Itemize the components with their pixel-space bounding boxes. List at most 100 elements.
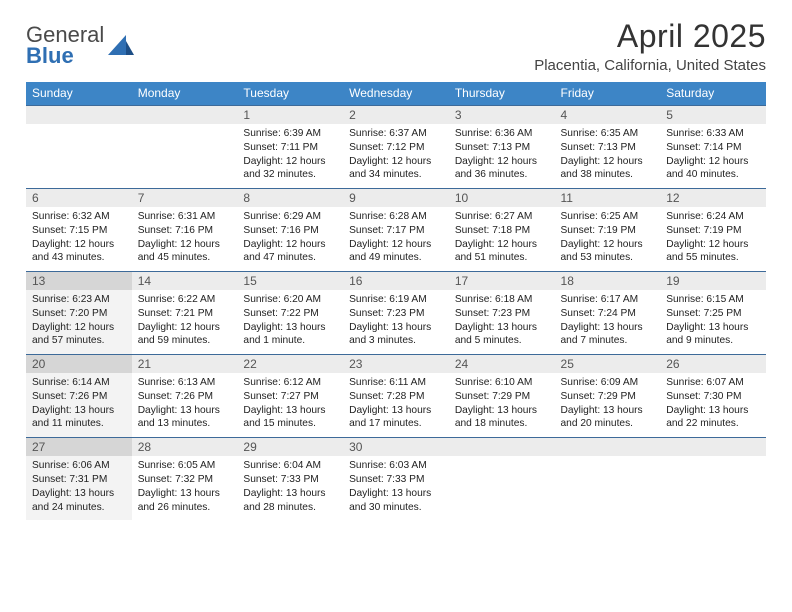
weekday-header: Sunday xyxy=(26,82,132,106)
calendar-week-row: 20Sunrise: 6:14 AMSunset: 7:26 PMDayligh… xyxy=(26,355,766,438)
day-info: Sunrise: 6:35 AMSunset: 7:13 PMDaylight:… xyxy=(555,124,661,188)
daylight-text: Daylight: 13 hours and 7 minutes. xyxy=(561,321,655,349)
weekday-header-row: Sunday Monday Tuesday Wednesday Thursday… xyxy=(26,82,766,106)
daylight-text: Daylight: 13 hours and 30 minutes. xyxy=(349,487,443,515)
day-number: 2 xyxy=(343,106,449,124)
day-number: 4 xyxy=(555,106,661,124)
day-info: Sunrise: 6:03 AMSunset: 7:33 PMDaylight:… xyxy=(343,456,449,520)
day-number: 12 xyxy=(660,189,766,207)
daylight-text: Daylight: 13 hours and 24 minutes. xyxy=(32,487,126,515)
daylight-text: Daylight: 12 hours and 59 minutes. xyxy=(138,321,232,349)
day-number: 3 xyxy=(449,106,555,124)
day-info: Sunrise: 6:39 AMSunset: 7:11 PMDaylight:… xyxy=(237,124,343,188)
sunrise-text: Sunrise: 6:18 AM xyxy=(455,293,549,307)
sunrise-text: Sunrise: 6:24 AM xyxy=(666,210,760,224)
calendar-week-row: 13Sunrise: 6:23 AMSunset: 7:20 PMDayligh… xyxy=(26,272,766,355)
day-number: 9 xyxy=(343,189,449,207)
sunset-text: Sunset: 7:17 PM xyxy=(349,224,443,238)
daylight-text: Daylight: 13 hours and 22 minutes. xyxy=(666,404,760,432)
sunrise-text: Sunrise: 6:14 AM xyxy=(32,376,126,390)
daylight-text: Daylight: 12 hours and 49 minutes. xyxy=(349,238,443,266)
day-info: Sunrise: 6:06 AMSunset: 7:31 PMDaylight:… xyxy=(26,456,132,520)
sunset-text: Sunset: 7:31 PM xyxy=(32,473,126,487)
sunset-text: Sunset: 7:32 PM xyxy=(138,473,232,487)
sunset-text: Sunset: 7:29 PM xyxy=(561,390,655,404)
sunrise-text: Sunrise: 6:36 AM xyxy=(455,127,549,141)
day-number: 8 xyxy=(237,189,343,207)
location-subtitle: Placentia, California, United States xyxy=(534,57,766,74)
day-info: Sunrise: 6:31 AMSunset: 7:16 PMDaylight:… xyxy=(132,207,238,271)
sunset-text: Sunset: 7:33 PM xyxy=(349,473,443,487)
day-number: 11 xyxy=(555,189,661,207)
calendar-day-cell xyxy=(555,438,661,521)
calendar-day-cell: 4Sunrise: 6:35 AMSunset: 7:13 PMDaylight… xyxy=(555,106,661,189)
sunrise-text: Sunrise: 6:39 AM xyxy=(243,127,337,141)
sunrise-text: Sunrise: 6:19 AM xyxy=(349,293,443,307)
sunset-text: Sunset: 7:19 PM xyxy=(561,224,655,238)
calendar-day-cell: 21Sunrise: 6:13 AMSunset: 7:26 PMDayligh… xyxy=(132,355,238,438)
brand-logo: General Blue xyxy=(26,18,134,67)
brand-text-2: Blue xyxy=(26,45,104,67)
day-info: Sunrise: 6:17 AMSunset: 7:24 PMDaylight:… xyxy=(555,290,661,354)
calendar-day-cell: 20Sunrise: 6:14 AMSunset: 7:26 PMDayligh… xyxy=(26,355,132,438)
day-info xyxy=(555,456,661,512)
daylight-text: Daylight: 13 hours and 28 minutes. xyxy=(243,487,337,515)
weekday-header: Wednesday xyxy=(343,82,449,106)
sunrise-text: Sunrise: 6:07 AM xyxy=(666,376,760,390)
weekday-header: Saturday xyxy=(660,82,766,106)
day-info: Sunrise: 6:18 AMSunset: 7:23 PMDaylight:… xyxy=(449,290,555,354)
day-info xyxy=(132,124,238,180)
day-info: Sunrise: 6:10 AMSunset: 7:29 PMDaylight:… xyxy=(449,373,555,437)
daylight-text: Daylight: 12 hours and 53 minutes. xyxy=(561,238,655,266)
daylight-text: Daylight: 13 hours and 5 minutes. xyxy=(455,321,549,349)
daylight-text: Daylight: 13 hours and 17 minutes. xyxy=(349,404,443,432)
daylight-text: Daylight: 12 hours and 34 minutes. xyxy=(349,155,443,183)
day-number: 14 xyxy=(132,272,238,290)
calendar-day-cell: 14Sunrise: 6:22 AMSunset: 7:21 PMDayligh… xyxy=(132,272,238,355)
day-number xyxy=(132,106,238,124)
daylight-text: Daylight: 12 hours and 47 minutes. xyxy=(243,238,337,266)
day-info: Sunrise: 6:12 AMSunset: 7:27 PMDaylight:… xyxy=(237,373,343,437)
sunset-text: Sunset: 7:33 PM xyxy=(243,473,337,487)
day-number xyxy=(660,438,766,456)
sunrise-text: Sunrise: 6:27 AM xyxy=(455,210,549,224)
calendar-day-cell xyxy=(132,106,238,189)
day-number: 7 xyxy=(132,189,238,207)
sunrise-text: Sunrise: 6:28 AM xyxy=(349,210,443,224)
day-info xyxy=(660,456,766,512)
sunset-text: Sunset: 7:30 PM xyxy=(666,390,760,404)
sunset-text: Sunset: 7:24 PM xyxy=(561,307,655,321)
sunrise-text: Sunrise: 6:33 AM xyxy=(666,127,760,141)
calendar-day-cell xyxy=(449,438,555,521)
month-title: April 2025 xyxy=(534,18,766,55)
calendar-day-cell: 15Sunrise: 6:20 AMSunset: 7:22 PMDayligh… xyxy=(237,272,343,355)
day-info: Sunrise: 6:37 AMSunset: 7:12 PMDaylight:… xyxy=(343,124,449,188)
header-row: General Blue April 2025 Placentia, Calif… xyxy=(26,18,766,74)
daylight-text: Daylight: 12 hours and 45 minutes. xyxy=(138,238,232,266)
sunrise-text: Sunrise: 6:35 AM xyxy=(561,127,655,141)
sunrise-text: Sunrise: 6:06 AM xyxy=(32,459,126,473)
day-number: 27 xyxy=(26,438,132,456)
calendar-week-row: 6Sunrise: 6:32 AMSunset: 7:15 PMDaylight… xyxy=(26,189,766,272)
calendar-day-cell: 28Sunrise: 6:05 AMSunset: 7:32 PMDayligh… xyxy=(132,438,238,521)
daylight-text: Daylight: 12 hours and 55 minutes. xyxy=(666,238,760,266)
day-info: Sunrise: 6:25 AMSunset: 7:19 PMDaylight:… xyxy=(555,207,661,271)
calendar-day-cell: 8Sunrise: 6:29 AMSunset: 7:16 PMDaylight… xyxy=(237,189,343,272)
day-number: 19 xyxy=(660,272,766,290)
daylight-text: Daylight: 13 hours and 11 minutes. xyxy=(32,404,126,432)
sunrise-text: Sunrise: 6:11 AM xyxy=(349,376,443,390)
weekday-header: Friday xyxy=(555,82,661,106)
calendar-day-cell: 11Sunrise: 6:25 AMSunset: 7:19 PMDayligh… xyxy=(555,189,661,272)
day-info: Sunrise: 6:05 AMSunset: 7:32 PMDaylight:… xyxy=(132,456,238,520)
sunset-text: Sunset: 7:26 PM xyxy=(32,390,126,404)
calendar-week-row: 27Sunrise: 6:06 AMSunset: 7:31 PMDayligh… xyxy=(26,438,766,521)
title-block: April 2025 Placentia, California, United… xyxy=(534,18,766,74)
sunset-text: Sunset: 7:29 PM xyxy=(455,390,549,404)
day-number: 22 xyxy=(237,355,343,373)
daylight-text: Daylight: 13 hours and 15 minutes. xyxy=(243,404,337,432)
day-number: 23 xyxy=(343,355,449,373)
day-number: 16 xyxy=(343,272,449,290)
calendar-day-cell: 16Sunrise: 6:19 AMSunset: 7:23 PMDayligh… xyxy=(343,272,449,355)
calendar-page: General Blue April 2025 Placentia, Calif… xyxy=(0,0,792,530)
sunrise-text: Sunrise: 6:20 AM xyxy=(243,293,337,307)
